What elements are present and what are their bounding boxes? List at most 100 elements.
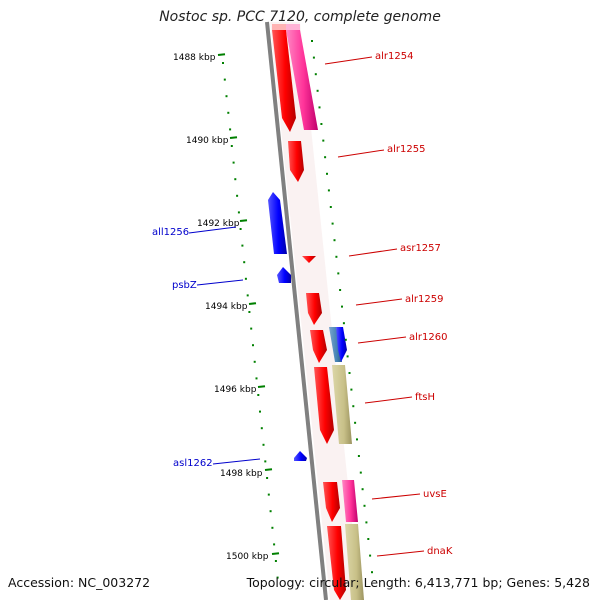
right-tick-2 <box>314 73 317 76</box>
gene-arrow-alr1254-top <box>272 24 286 30</box>
left-tick-21 <box>259 410 261 413</box>
topology-text: Topology: circular; Length: 6,413,771 bp… <box>246 575 590 590</box>
gene-arrow-alr1259[interactable] <box>306 293 322 325</box>
gene-arrow-psbZ[interactable] <box>277 267 291 283</box>
right-tick-29 <box>365 521 368 524</box>
scale-label-1498: 1498 kbp <box>220 469 263 479</box>
right-tick-25 <box>357 455 360 457</box>
scale-label-1494: 1494 kbp <box>205 302 248 312</box>
gene-arrow-dnaK[interactable] <box>327 526 346 600</box>
feature-khaki-2 <box>345 524 364 600</box>
scale-ticks-right <box>311 40 373 574</box>
right-tick-22 <box>352 405 355 408</box>
right-tick-30 <box>367 538 370 540</box>
left-tick-4 <box>229 128 232 131</box>
right-tick-16 <box>341 305 343 308</box>
right-tick-4 <box>318 106 321 109</box>
left-tick-20 <box>257 394 260 396</box>
major-tick-3 <box>248 302 257 305</box>
feature-khaki-1 <box>332 365 352 444</box>
gene-arrow-alr1255[interactable] <box>288 141 304 182</box>
leader-psbZ <box>196 279 244 286</box>
leader-uvsE <box>371 493 421 500</box>
label-dnaK[interactable]: dnaK <box>427 546 453 557</box>
label-alr1260[interactable]: alr1260 <box>409 332 447 343</box>
left-tick-16 <box>250 327 253 330</box>
left-tick-13 <box>244 277 247 280</box>
left-tick-10 <box>239 228 242 230</box>
gene-arrow-uvsE[interactable] <box>323 482 340 522</box>
feature-pink-1-top <box>286 24 300 30</box>
feature-pink-1 <box>286 30 318 130</box>
right-tick-23 <box>354 421 357 424</box>
right-tick-5 <box>320 123 323 125</box>
label-alr1259[interactable]: alr1259 <box>405 294 443 305</box>
left-tick-24 <box>264 460 267 463</box>
leader-alr1259 <box>355 298 403 306</box>
major-tick-6 <box>271 552 280 555</box>
right-tick-7 <box>324 156 327 159</box>
right-tick-31 <box>369 554 372 557</box>
gene-arrow-alr1254[interactable] <box>272 30 296 132</box>
genome-backbone <box>265 21 328 600</box>
label-psbZ[interactable]: psbZ <box>172 280 197 291</box>
left-tick-17 <box>252 344 254 347</box>
scale-major-ticks <box>217 53 280 555</box>
leader-alr1254 <box>324 56 373 65</box>
right-tick-24 <box>356 438 358 441</box>
left-tick-1 <box>223 78 226 81</box>
right-tick-10 <box>329 206 332 208</box>
label-uvsE[interactable]: uvsE <box>423 489 447 500</box>
right-tick-14 <box>337 272 340 275</box>
label-asr1257[interactable]: asr1257 <box>400 243 441 254</box>
left-tick-5 <box>230 145 233 147</box>
gene-arrow-all1256[interactable] <box>268 192 287 254</box>
leader-asr1257 <box>348 248 398 257</box>
right-tick-20 <box>348 372 351 374</box>
leader-alr1255 <box>337 149 385 158</box>
right-tick-9 <box>327 189 330 192</box>
right-tick-11 <box>331 222 334 225</box>
right-tick-3 <box>316 89 319 92</box>
right-tick-32 <box>371 571 373 574</box>
right-tick-15 <box>339 289 342 291</box>
scale-label-1496: 1496 kbp <box>214 385 257 395</box>
left-tick-12 <box>243 261 246 264</box>
gene-arrow-alr1260[interactable] <box>310 330 327 363</box>
label-all1256[interactable]: all1256 <box>152 227 189 238</box>
label-asl1262[interactable]: asl1262 <box>173 458 213 469</box>
label-alr1254[interactable]: alr1254 <box>375 51 413 62</box>
feature-pink-2 <box>342 480 358 522</box>
label-ftsH[interactable]: ftsH <box>415 392 435 403</box>
gene-arrow-asl1262[interactable] <box>294 451 307 461</box>
scale-label-1500: 1500 kbp <box>226 552 269 562</box>
right-tick-17 <box>342 322 345 325</box>
major-tick-0 <box>217 53 226 56</box>
left-tick-8 <box>236 194 239 197</box>
leader-asl1262 <box>212 458 261 465</box>
right-tick-28 <box>363 504 366 507</box>
right-tick-26 <box>359 471 362 474</box>
left-tick-30 <box>274 560 277 562</box>
left-tick-6 <box>232 161 235 164</box>
left-tick-31 <box>276 576 279 579</box>
left-tick-3 <box>227 111 230 114</box>
left-tick-22 <box>260 427 263 430</box>
right-tick-6 <box>322 139 325 142</box>
left-tick-19 <box>255 377 258 380</box>
gene-arrow-asr1257[interactable] <box>302 256 316 263</box>
right-tick-21 <box>350 388 353 391</box>
left-tick-27 <box>269 510 272 513</box>
left-tick-2 <box>225 95 228 98</box>
left-tick-28 <box>271 526 274 529</box>
feature-steelblue <box>329 327 342 362</box>
gene-arrow-ftsH[interactable] <box>314 367 334 444</box>
left-tick-23 <box>262 443 265 446</box>
left-tick-29 <box>273 543 276 546</box>
label-alr1255[interactable]: alr1255 <box>387 144 425 155</box>
right-tick-13 <box>335 255 338 258</box>
leader-alr1260 <box>357 336 407 344</box>
major-tick-1 <box>229 136 238 139</box>
